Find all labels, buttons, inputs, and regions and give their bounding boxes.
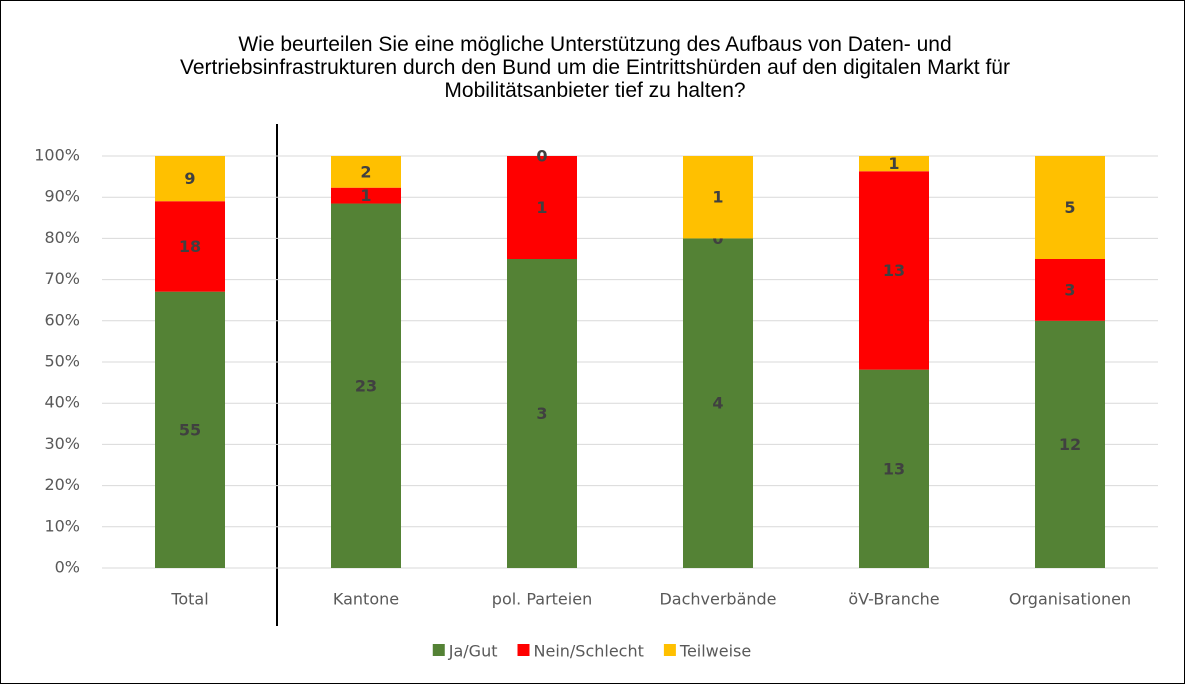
- bar-segment: [1035, 320, 1105, 568]
- bar-segment: [683, 238, 753, 568]
- y-tick-label: 80%: [44, 228, 80, 247]
- data-label: 1: [360, 186, 371, 205]
- legend-swatch: [517, 644, 530, 656]
- x-tick-label: Kantone: [333, 590, 399, 609]
- y-tick-label: 70%: [44, 269, 80, 288]
- bar-segment: [859, 156, 929, 172]
- data-label: 23: [355, 376, 377, 395]
- data-label: 13: [883, 459, 905, 478]
- y-tick-label: 90%: [44, 187, 80, 206]
- bar-segment: [859, 171, 929, 370]
- data-label: 1: [712, 188, 723, 207]
- x-tick-label: Organisationen: [1009, 590, 1131, 609]
- data-label: 3: [1064, 280, 1075, 299]
- bar-segment: [1035, 259, 1105, 321]
- bar-segment: [155, 201, 225, 292]
- data-label: 1: [536, 198, 547, 217]
- y-tick-label: 100%: [34, 146, 80, 165]
- y-tick-label: 60%: [44, 310, 80, 329]
- legend-label: Teilweise: [679, 642, 751, 661]
- bar-segment: [155, 156, 225, 202]
- y-tick-label: 40%: [44, 393, 80, 412]
- data-label: 1: [888, 154, 899, 173]
- data-label: 12: [1059, 435, 1081, 454]
- data-label: 13: [883, 261, 905, 280]
- data-label: 5: [1064, 198, 1075, 217]
- data-label: 2: [360, 162, 371, 181]
- bar-segment: [1035, 156, 1105, 259]
- chart-title: Wie beurteilen Sie eine mögliche Unterst…: [180, 33, 1010, 102]
- y-tick-label: 10%: [44, 516, 80, 535]
- bar-segment: [331, 203, 401, 569]
- x-tick-label: pol. Parteien: [492, 590, 592, 609]
- x-tick-label: Total: [170, 590, 208, 609]
- y-tick-label: 50%: [44, 352, 80, 371]
- x-tick-label: öV-Branche: [848, 590, 939, 609]
- data-label: 4: [712, 394, 723, 413]
- y-tick-label: 0%: [55, 558, 80, 577]
- legend-label: Ja/Gut: [448, 642, 498, 661]
- bar-segment: [331, 156, 401, 188]
- bar-segment: [859, 369, 929, 568]
- x-tick-label: Dachverbände: [659, 590, 776, 609]
- data-label: 55: [179, 420, 201, 439]
- legend-swatch: [663, 644, 676, 656]
- data-label: 9: [184, 169, 195, 188]
- legend-swatch: [432, 644, 445, 656]
- data-label: 18: [179, 237, 201, 256]
- bar-segment: [155, 291, 225, 568]
- bar-segment: [683, 156, 753, 239]
- data-label: 3: [536, 404, 547, 423]
- y-tick-label: 30%: [44, 434, 80, 453]
- bar-segment: [331, 187, 401, 204]
- bar-segment: [507, 259, 577, 568]
- y-tick-label: 20%: [44, 475, 80, 494]
- data-label: 0: [536, 147, 547, 166]
- legend-label: Nein/Schlecht: [534, 642, 644, 661]
- bar-segment: [507, 156, 577, 259]
